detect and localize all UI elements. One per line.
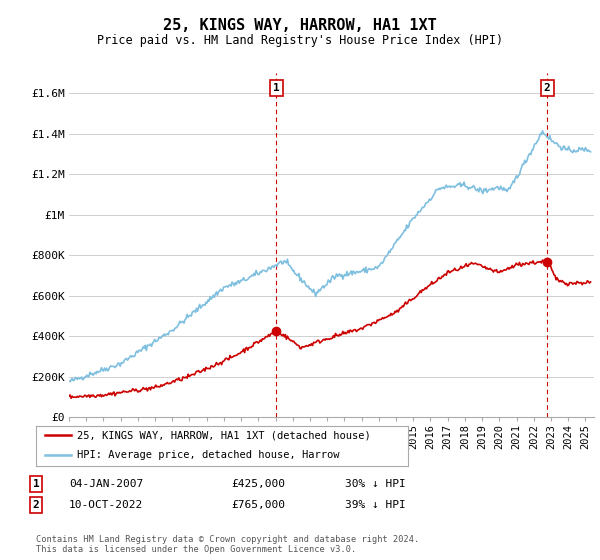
Text: 1: 1: [32, 479, 40, 489]
Text: 25, KINGS WAY, HARROW, HA1 1XT: 25, KINGS WAY, HARROW, HA1 1XT: [163, 18, 437, 32]
Text: £765,000: £765,000: [231, 500, 285, 510]
Text: Contains HM Land Registry data © Crown copyright and database right 2024.
This d: Contains HM Land Registry data © Crown c…: [36, 535, 419, 554]
Text: 04-JAN-2007: 04-JAN-2007: [69, 479, 143, 489]
Text: 25, KINGS WAY, HARROW, HA1 1XT (detached house): 25, KINGS WAY, HARROW, HA1 1XT (detached…: [77, 430, 371, 440]
Text: 39% ↓ HPI: 39% ↓ HPI: [345, 500, 406, 510]
Text: 30% ↓ HPI: 30% ↓ HPI: [345, 479, 406, 489]
Text: £425,000: £425,000: [231, 479, 285, 489]
Text: 1: 1: [272, 83, 280, 94]
Text: 2: 2: [544, 83, 551, 94]
Text: HPI: Average price, detached house, Harrow: HPI: Average price, detached house, Harr…: [77, 450, 340, 460]
Text: Price paid vs. HM Land Registry's House Price Index (HPI): Price paid vs. HM Land Registry's House …: [97, 34, 503, 47]
Text: 10-OCT-2022: 10-OCT-2022: [69, 500, 143, 510]
Text: 2: 2: [32, 500, 40, 510]
